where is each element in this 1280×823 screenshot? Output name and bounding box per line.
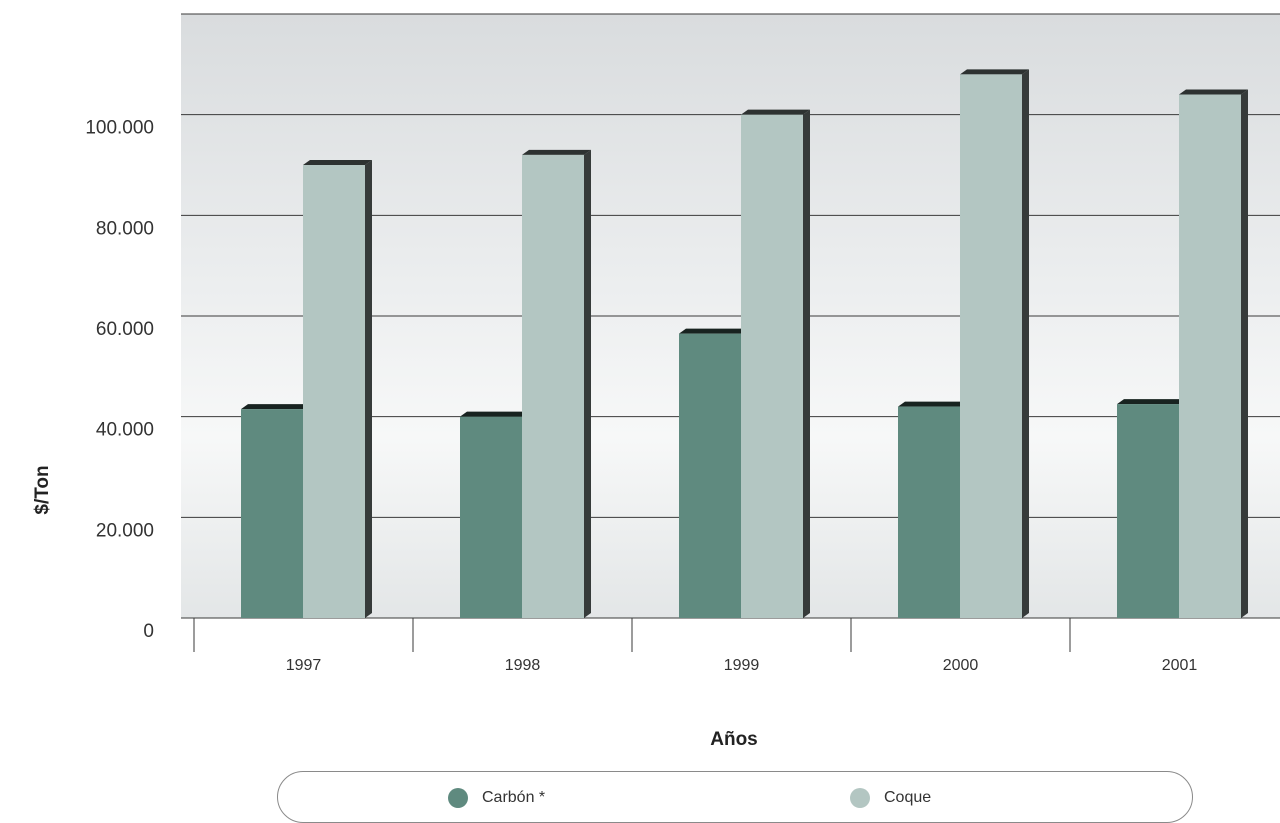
y-tick-label: 80.000 xyxy=(96,218,154,239)
y-tick-label: 0 xyxy=(143,621,154,642)
y-tick-label: 60.000 xyxy=(96,319,154,340)
y-axis-title: $/Ton xyxy=(32,465,53,514)
x-tick-label: 2000 xyxy=(943,657,979,674)
x-tick-label: 2001 xyxy=(1162,657,1198,674)
bar-carbon-2000 xyxy=(898,401,967,618)
bars xyxy=(241,69,1248,619)
legend-label-coque: Coque xyxy=(884,789,932,806)
bar-carbon-1998 xyxy=(460,411,529,618)
x-tick-label: 1999 xyxy=(724,657,760,674)
bar-coque-2000 xyxy=(960,69,1029,618)
legend-swatch-carbon xyxy=(448,788,468,808)
legend-swatch-coque xyxy=(850,788,870,808)
y-tick-label: 20.000 xyxy=(96,520,154,541)
x-tick-label: 1997 xyxy=(286,657,322,674)
y-tick-labels: 0 20.000 40.000 60.000 80.000 100.000 xyxy=(85,118,154,642)
bar-carbon-1997 xyxy=(241,404,310,618)
legend-item-coque: Coque xyxy=(850,786,931,810)
bar-coque-1998 xyxy=(522,149,591,618)
x-axis-title: Años xyxy=(710,729,758,750)
legend-label-carbon: Carbón * xyxy=(482,789,546,806)
bar-coque-2001 xyxy=(1179,89,1248,619)
bar-carbon-1999 xyxy=(679,328,748,618)
x-tick-label: 1998 xyxy=(505,657,541,674)
bar-coque-1997 xyxy=(303,160,372,618)
x-axis-ticks: 1997 1998 1999 2000 2001 xyxy=(193,618,1198,674)
legend-item-carbon: Carbón * xyxy=(448,786,545,810)
y-tick-label: 100.000 xyxy=(85,118,154,139)
bar-coque-1999 xyxy=(741,109,810,619)
y-tick-label: 40.000 xyxy=(96,420,154,441)
bar-carbon-2001 xyxy=(1117,399,1186,618)
legend: Carbón * Coque xyxy=(277,771,1193,823)
